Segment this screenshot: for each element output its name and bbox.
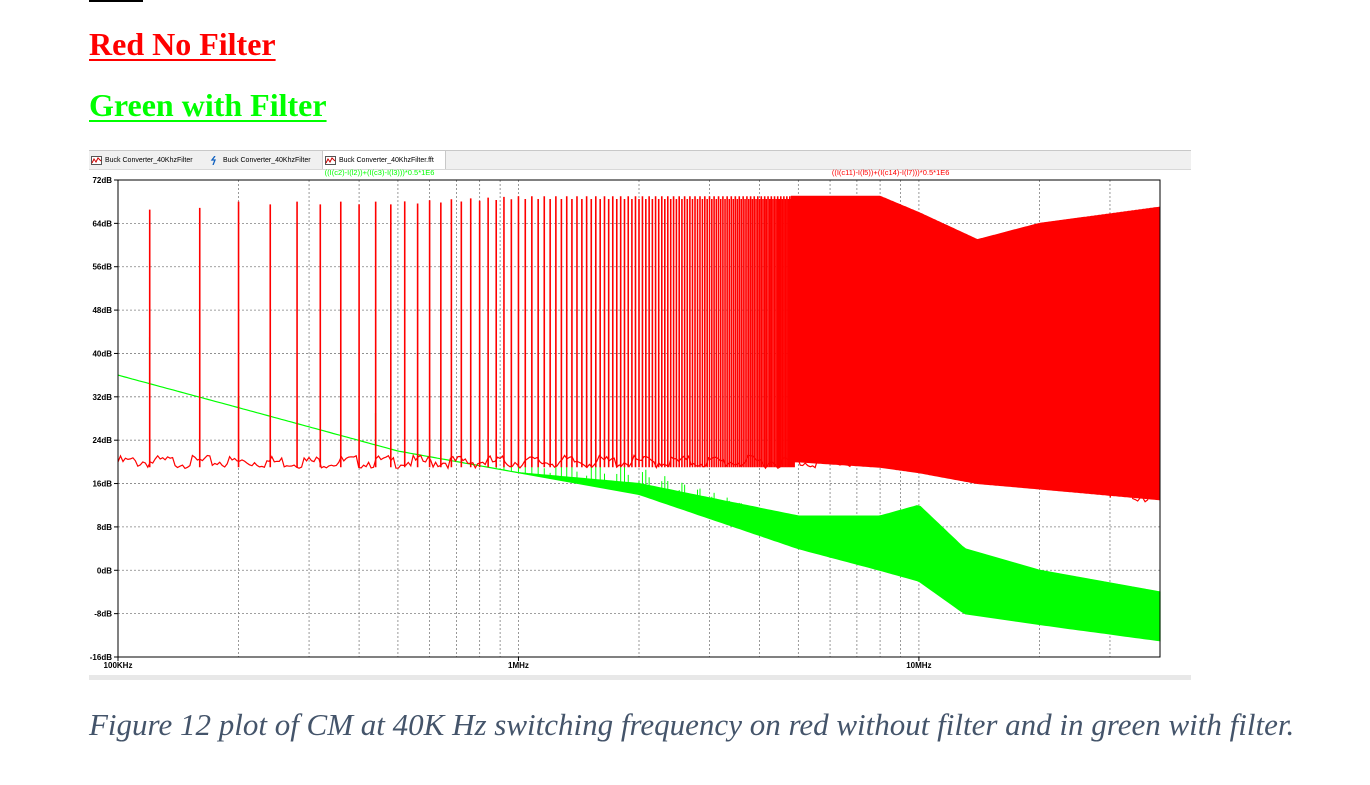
- y-tick-label: -8dB: [94, 610, 112, 619]
- y-tick-label: 24dB: [92, 436, 112, 445]
- legend: ((I(c2)-I(l2))+(I(c3)-I(l3)))*0.5*1E6 ((I…: [325, 168, 950, 177]
- x-tick-label: 1MHz: [508, 661, 529, 670]
- tab-label: Buck Converter_40KhzFilter: [223, 156, 311, 164]
- tab-label: Buck Converter_40KhzFilter.fft: [339, 156, 434, 164]
- legend-green: ((I(c2)-I(l2))+(I(c3)-I(l3)))*0.5*1E6: [325, 168, 435, 177]
- y-tick-label: 0dB: [97, 566, 112, 575]
- waveform-icon: [91, 155, 102, 165]
- y-tick-label: 48dB: [92, 306, 112, 315]
- tab-bar: Buck Converter_40KhzFilter Buck Converte…: [89, 150, 1191, 170]
- x-axis: 100KHz 1MHz 10MHz: [104, 657, 932, 670]
- ltspice-screenshot: Buck Converter_40KhzFilter Buck Converte…: [89, 148, 1191, 680]
- heading-green-with-filter: Green with Filter: [89, 87, 327, 123]
- status-strip: [89, 675, 1191, 680]
- tab-waveform-1[interactable]: Buck Converter_40KhzFilter: [89, 151, 201, 169]
- y-tick-label: 32dB: [92, 393, 112, 402]
- y-tick-label: 64dB: [92, 219, 112, 228]
- series-red-no-filter: [117, 195, 1161, 503]
- tab-fft[interactable]: Buck Converter_40KhzFilter.fft: [322, 151, 446, 169]
- y-tick-label: -16dB: [90, 653, 112, 662]
- y-axis: 72dB 64dB 56dB 48dB 40dB 32dB 24dB 16dB 8dB 0dB -8…: [90, 176, 118, 662]
- x-tick-label: 100KHz: [104, 661, 133, 670]
- fft-plot[interactable]: 72dB 64dB 56dB 48dB 40dB 32dB 24dB 16dB 8dB 0dB -8…: [89, 148, 1191, 680]
- tab-schematic[interactable]: Buck Converter_40KhzFilter: [207, 151, 319, 169]
- legend-red: ((I(c11)-I(l5))+(I(c14)-I(l7)))*0.5*1E6: [832, 168, 950, 177]
- y-tick-label: 16dB: [92, 480, 112, 489]
- top-rule: [89, 0, 143, 2]
- x-tick-label: 10MHz: [906, 661, 931, 670]
- heading-red-no-filter: Red No Filter: [89, 26, 276, 62]
- red-envelope: [790, 195, 1161, 501]
- figure-caption: Figure 12 plot of CM at 40K Hz switching…: [89, 707, 1295, 742]
- y-tick-label: 40dB: [92, 349, 112, 358]
- y-tick-label: 56dB: [92, 263, 112, 272]
- plot-frame: [117, 179, 1161, 658]
- waveform-icon: [325, 155, 336, 165]
- tab-label: Buck Converter_40KhzFilter: [105, 156, 193, 164]
- y-tick-label: 72dB: [92, 176, 112, 185]
- schematic-icon: [210, 155, 216, 165]
- y-tick-label: 8dB: [97, 523, 112, 532]
